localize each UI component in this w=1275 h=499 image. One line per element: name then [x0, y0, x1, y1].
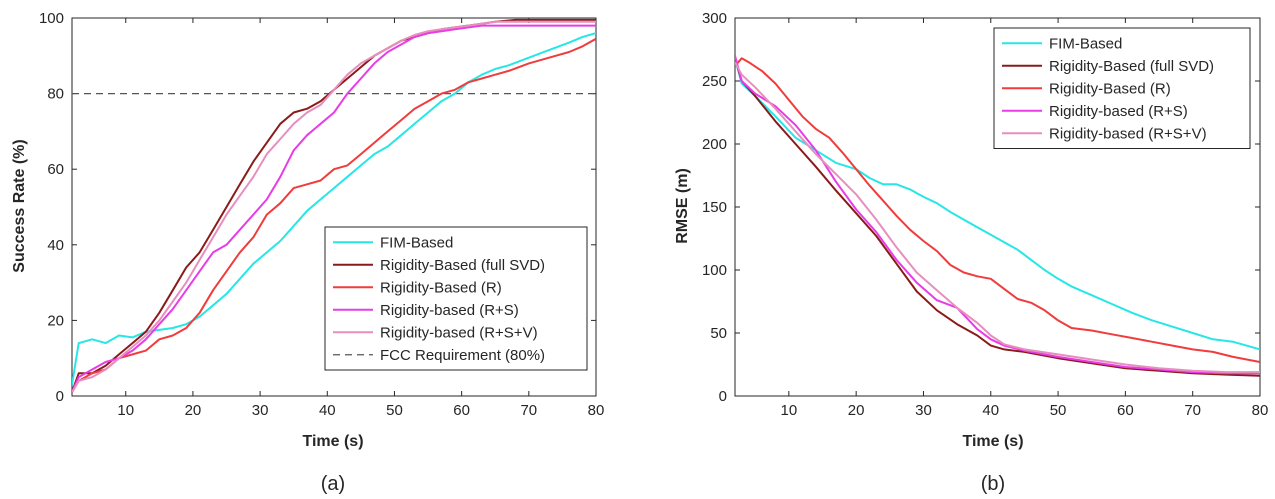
y-tick-label: 250	[702, 73, 727, 90]
legend-label: Rigidity-Based (full SVD)	[1049, 58, 1214, 75]
y-tick-label: 0	[719, 388, 727, 405]
x-tick-label: 60	[1117, 402, 1134, 419]
legend-label: FIM-Based	[1049, 35, 1122, 52]
legend-label: Rigidity-Based (full SVD)	[380, 257, 545, 274]
x-tick-label: 20	[848, 402, 865, 419]
x-tick-label: 50	[1050, 402, 1067, 419]
x-axis-label-b: Time (s)	[962, 433, 1023, 450]
y-axis-label-a: Success Rate (%)	[11, 139, 28, 272]
x-tick-label: 70	[520, 402, 537, 419]
x-tick-label: 40	[982, 402, 999, 419]
plot-area-b: 10 20 30 40 50 60 70 80 0 50 100 150 200 250 300 FIM-Ba…	[702, 10, 1268, 419]
caption-b: (b)	[981, 473, 1005, 495]
series-line-5	[72, 20, 596, 393]
x-tick-label: 10	[781, 402, 798, 419]
y-tick-label: 80	[47, 86, 64, 103]
legend-label: Rigidity-based (R+S)	[380, 302, 519, 319]
x-tick-label: 60	[453, 402, 470, 419]
x-tick-label: 40	[319, 402, 336, 419]
x-tick-label: 80	[588, 402, 605, 419]
x-tick-label: 50	[386, 402, 403, 419]
y-tick-label: 40	[47, 237, 64, 254]
series-line-3	[72, 37, 596, 393]
legend-label: FCC Requirement (80%)	[380, 347, 545, 364]
legend-box	[324, 226, 588, 371]
series-line-2	[735, 58, 1260, 377]
y-axis-label-b: RMSE (m)	[674, 168, 691, 244]
legend: FIM-Based Rigidity-Based (full SVD) Rigidi…	[993, 27, 1251, 149]
y-tick-label: 200	[702, 136, 727, 153]
y-tick-label: 50	[710, 325, 727, 342]
legend-label: Rigidity-based (R+S+V)	[1049, 125, 1207, 142]
caption-a: (a)	[321, 473, 345, 495]
series-line-5	[735, 61, 1260, 374]
y-tick-label: 100	[702, 262, 727, 279]
legend-label: Rigidity-based (R+S+V)	[380, 324, 538, 341]
x-tick-label: 70	[1184, 402, 1201, 419]
x-tick-label: 20	[185, 402, 202, 419]
plot-area-a: 10 20 30 40 50 60 70 80 0 20 40 60 80 100 FIM-Based Rig…	[39, 10, 604, 419]
series-line-1	[735, 58, 1260, 351]
series-line-3	[735, 57, 1260, 363]
y-tick-label: 300	[702, 10, 727, 27]
series-line-4	[735, 55, 1260, 375]
x-tick-label: 30	[915, 402, 932, 419]
y-tick-label: 150	[702, 199, 727, 216]
legend-label: Rigidity-Based (R)	[1049, 80, 1171, 97]
chart-panel-a: 10 20 30 40 50 60 70 80 0 20 40 60 80 100 FIM-Based Rig…	[11, 10, 604, 495]
legend-label: Rigidity-based (R+S)	[1049, 103, 1188, 120]
y-tick-label: 60	[47, 161, 64, 178]
x-tick-label: 80	[1252, 402, 1269, 419]
legend: FIM-Based Rigidity-Based (full SVD) Rigidi…	[324, 226, 588, 371]
legend-label: Rigidity-Based (R)	[380, 279, 502, 296]
x-tick-label: 30	[252, 402, 269, 419]
y-tick-label: 0	[56, 388, 64, 405]
legend-label: FIM-Based	[380, 234, 453, 251]
series-line-4	[72, 24, 596, 393]
y-tick-label: 20	[47, 312, 64, 329]
y-tick-label: 100	[39, 10, 64, 27]
x-axis-label-a: Time (s)	[302, 433, 363, 450]
chart-panel-b: 10 20 30 40 50 60 70 80 0 50 100 150 200 250 300 FIM-Ba…	[674, 10, 1268, 495]
x-tick-label: 10	[117, 402, 134, 419]
